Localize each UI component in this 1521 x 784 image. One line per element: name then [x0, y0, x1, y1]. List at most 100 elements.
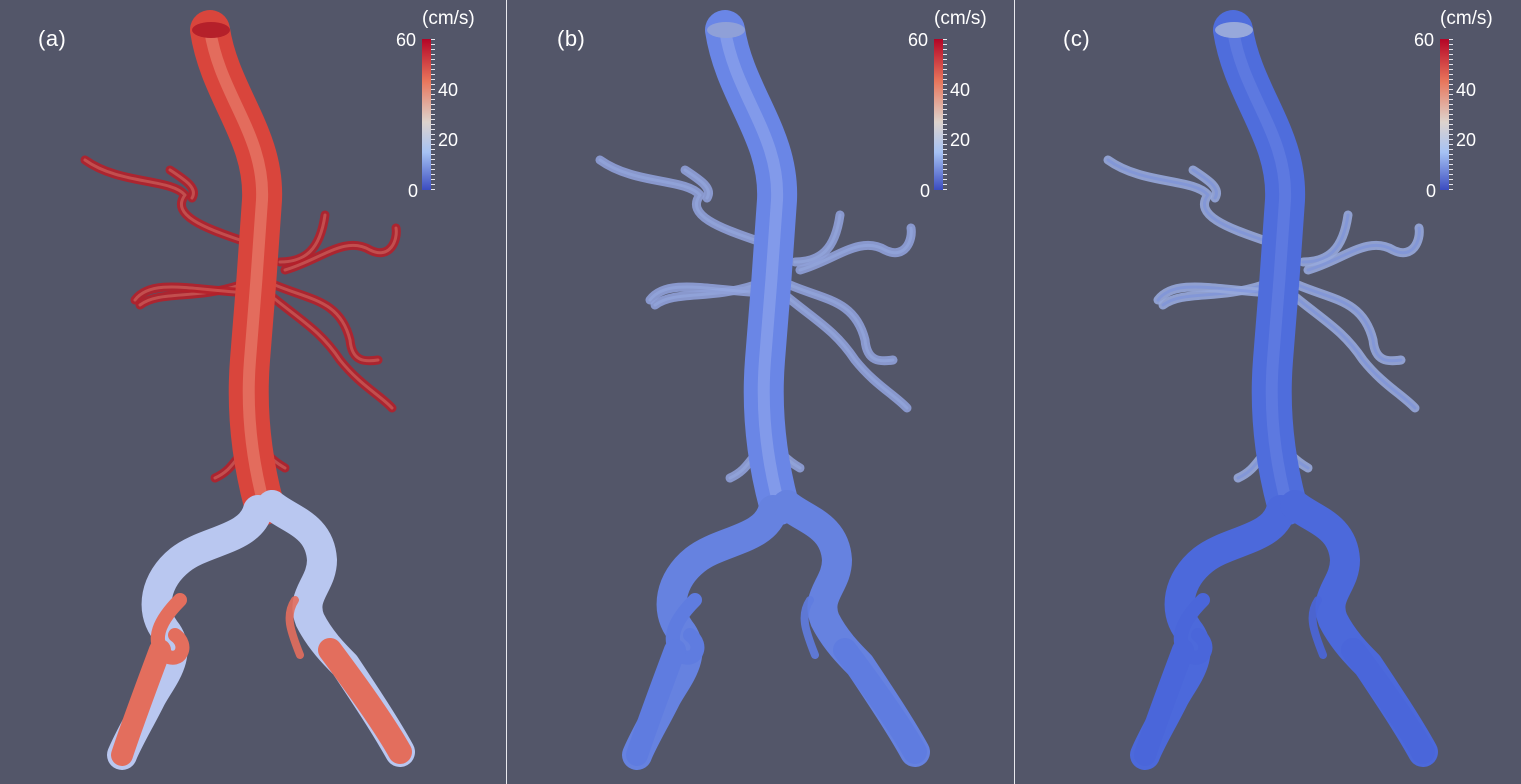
colorbar-gradient — [934, 39, 943, 190]
internal-iliac-branch — [800, 596, 819, 659]
aorta-trunk — [1213, 10, 1307, 525]
branch-artery — [275, 210, 330, 267]
branch-artery-highlight — [268, 293, 394, 410]
colorbar-minor-tick — [1449, 189, 1453, 190]
colorbar-minor-tick — [431, 189, 435, 190]
colorbar-minor-tick — [1449, 84, 1453, 85]
colorbar-minor-tick — [1449, 44, 1453, 45]
colorbar-minor-tick — [943, 114, 947, 115]
colorbar-minor-tick — [1449, 124, 1453, 125]
colorbar-minor-tick — [943, 124, 947, 125]
colorbar-minor-tick — [1449, 134, 1453, 135]
colorbar-tick-0: 0 — [408, 181, 419, 201]
colorbar-minor-tick — [1449, 179, 1453, 180]
colorbar-minor-tick — [943, 74, 947, 75]
right-iliac-lower — [318, 638, 412, 764]
colorbar-minor-tick — [943, 154, 947, 155]
colorbar-b: (cm/s) 60 40 20 0 — [900, 8, 1010, 201]
colorbar-minor-tick — [1449, 59, 1453, 60]
colorbar-minor-tick — [943, 164, 947, 165]
branch-artery — [280, 223, 401, 275]
colorbar-minor-tick — [431, 94, 435, 95]
colorbar-minor-tick — [1449, 74, 1453, 75]
aorta-trunk — [190, 10, 284, 525]
colorbar-minor-tick — [1449, 114, 1453, 115]
vessel-render-c — [1103, 10, 1438, 770]
colorbar-minor-tick — [1449, 54, 1453, 55]
colorbar-minor-tick — [943, 69, 947, 70]
colorbar-minor-tick — [1449, 99, 1453, 100]
colorbar-minor-tick — [431, 69, 435, 70]
branch-artery — [680, 165, 713, 203]
aorta-highlight — [204, 24, 270, 511]
branch-artery — [1293, 280, 1406, 366]
internal-iliac-branch — [285, 596, 304, 659]
aorta-opening — [192, 22, 230, 38]
colorbar-minor-tick — [943, 94, 947, 95]
colorbar-minor-tick — [431, 169, 435, 170]
colorbar-tick-60: 60 — [396, 30, 417, 50]
colorbar-minor-tick — [431, 54, 435, 55]
colorbar-tick-20: 20 — [1456, 130, 1477, 150]
branch-artery-highlight — [278, 213, 327, 264]
colorbar-minor-tick — [431, 184, 435, 185]
colorbar-tick-20: 20 — [950, 130, 971, 150]
colorbar-minor-tick — [1449, 119, 1453, 120]
branch-artery-highlight — [648, 285, 752, 302]
branch-artery — [165, 165, 198, 203]
colorbar-tick-60: 60 — [908, 30, 929, 50]
colorbar-minor-tick — [431, 104, 435, 105]
colorbar-minor-tick — [1449, 49, 1453, 50]
colorbar-minor-tick — [1449, 104, 1453, 105]
colorbar-minor-tick — [1449, 149, 1453, 150]
branch-artery-highlight — [683, 168, 710, 200]
colorbar-minor-tick — [943, 99, 947, 100]
colorbar-minor-tick — [431, 164, 435, 165]
branch-artery — [795, 223, 916, 275]
left-iliac-lower — [111, 639, 171, 766]
colorbar-minor-tick — [943, 64, 947, 65]
branch-artery-highlight — [283, 226, 398, 272]
aorta-highlight — [1227, 24, 1293, 511]
colorbar-minor-tick — [1449, 129, 1453, 130]
colorbar-minor-tick — [943, 104, 947, 105]
branch-artery-highlight — [1301, 213, 1350, 264]
panel-b: (b) (cm/s) 60 40 20 0 — [507, 0, 1014, 784]
colorbar-minor-tick — [431, 39, 435, 40]
colorbar-minor-tick — [1449, 64, 1453, 65]
colorbar-minor-tick — [943, 169, 947, 170]
colorbar-minor-tick — [431, 49, 435, 50]
branch-artery-highlight — [1306, 226, 1421, 272]
colorbar-minor-tick — [943, 159, 947, 160]
colorbar-tick-40: 40 — [438, 80, 459, 100]
branch-artery-highlight — [273, 283, 380, 363]
panel-label-a: (a) — [38, 26, 67, 51]
branch-artery — [595, 155, 760, 245]
colorbar-minor-tick — [943, 119, 947, 120]
colorbar-minor-tick — [943, 79, 947, 80]
colorbar-minor-tick — [431, 109, 435, 110]
branch-artery — [645, 282, 755, 305]
right-iliac-lower — [833, 638, 927, 764]
branch-artery-highlight — [798, 226, 913, 272]
left-iliac-lower — [1134, 639, 1194, 766]
colorbar-a: (cm/s) 60 40 20 0 — [388, 8, 498, 201]
colorbar-minor-tick — [943, 139, 947, 140]
branch-artery — [1103, 155, 1268, 245]
colorbar-minor-tick — [943, 89, 947, 90]
colorbar-tick-0: 0 — [920, 181, 931, 201]
colorbar-minor-tick — [1449, 89, 1453, 90]
colorbar-minor-tick — [431, 179, 435, 180]
branch-artery — [780, 290, 912, 413]
panel-c: (c) (cm/s) 60 40 20 0 — [1015, 0, 1521, 784]
colorbar-minor-tick — [431, 99, 435, 100]
colorbar-unit: (cm/s) — [422, 8, 475, 29]
colorbar-minor-tick — [1449, 109, 1453, 110]
colorbar-minor-tick — [943, 54, 947, 55]
colorbar-minor-tick — [943, 189, 947, 190]
colorbar-minor-tick — [431, 139, 435, 140]
branch-artery — [1288, 290, 1420, 413]
colorbar-minor-tick — [1449, 184, 1453, 185]
colorbar-minor-tick — [431, 64, 435, 65]
panel-label-c: (c) — [1063, 26, 1091, 51]
